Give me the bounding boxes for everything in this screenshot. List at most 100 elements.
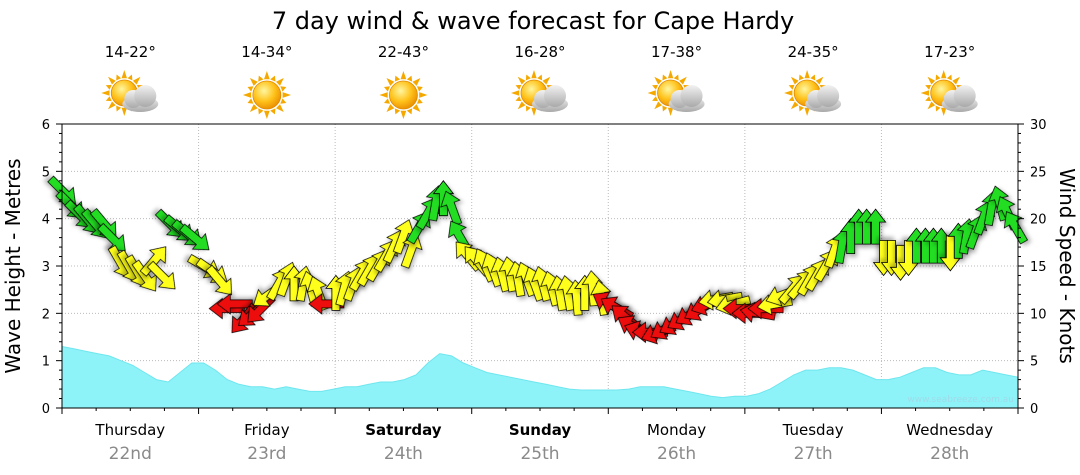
day-date-label: 26th (657, 444, 696, 464)
sun-ray (249, 78, 258, 86)
sun-ray (531, 107, 537, 116)
sun-ray (799, 105, 804, 112)
sun-ray (400, 110, 407, 119)
day-date-label: 25th (520, 444, 559, 464)
wind-arrow (400, 233, 423, 269)
y2-tick-label: 0 (1030, 402, 1038, 417)
sun-ray (654, 76, 662, 85)
sun-ray (264, 71, 270, 80)
sun-ray (784, 90, 793, 96)
sun-ray (132, 76, 141, 85)
wave-height-area (61, 345, 1019, 409)
sun-disc (389, 80, 418, 110)
cloud-part (953, 85, 976, 107)
sun-ray (247, 98, 254, 104)
sun-ray (952, 76, 960, 85)
sun-ray (258, 108, 264, 115)
sun-ray (654, 101, 662, 110)
y2-tick-label: 15 (1030, 260, 1047, 275)
day-date-label: 27th (794, 444, 833, 464)
sun-ray (790, 76, 799, 85)
y-tick-label: 1 (42, 355, 50, 370)
sun-ray (386, 78, 395, 86)
temperature-label: 17-38° (651, 43, 702, 61)
temperature-label: 14-22° (105, 43, 156, 61)
wind-arrow (146, 260, 176, 290)
sun-ray (280, 86, 287, 92)
sun-ray (394, 108, 401, 115)
y-axis-label: Wave Height - Metres (1, 158, 25, 373)
sun-ray (652, 96, 658, 102)
y2-tick-label: 5 (1030, 355, 1038, 370)
wind-arrow (205, 264, 232, 296)
sun-ray (384, 86, 390, 92)
sun-cloud-icon (101, 70, 159, 116)
y-tick-label: 4 (42, 213, 50, 228)
sun-cloud-icon (784, 70, 842, 116)
sun-ray (810, 74, 816, 81)
sun-ray (525, 105, 531, 112)
sun-ray (105, 96, 112, 102)
y2-tick-label: 20 (1030, 213, 1047, 228)
day-name-label: Saturday (365, 421, 442, 439)
sun-ray (406, 75, 413, 82)
sun-ray (927, 101, 936, 110)
y-tick-label: 0 (42, 402, 50, 417)
sun-ray (121, 107, 127, 116)
watermark: www.seabreeze.com.au (907, 395, 1014, 405)
sun-ray (517, 101, 526, 110)
sun-ray (270, 108, 276, 115)
day-name-label: Sunday (509, 421, 572, 439)
sun-ray (242, 92, 252, 98)
sun-ray (788, 84, 795, 90)
temperature-label: 24-35° (788, 43, 839, 61)
sun-ray (116, 105, 122, 112)
day-name-label: Monday (647, 421, 706, 439)
sun-ray (280, 98, 287, 104)
sun-ray (419, 92, 428, 98)
sun-ray (935, 74, 941, 81)
day-date-label: 28th (930, 444, 969, 464)
sun-ray (384, 98, 390, 104)
sun-ray (276, 104, 284, 112)
sun-ray (412, 78, 421, 86)
sun-ray (264, 110, 270, 119)
wind-arrow (864, 208, 887, 245)
sun-ray (525, 74, 531, 81)
cloud (805, 85, 842, 112)
sun-ray (282, 92, 291, 98)
sun-ray (537, 74, 543, 81)
day-date-label: 24th (384, 444, 423, 464)
temperature-label: 16-28° (514, 43, 565, 61)
sun-ray (946, 74, 952, 81)
sun-ray (790, 101, 799, 110)
sun-ray (941, 70, 947, 79)
day-date-label: 23rd (247, 444, 286, 464)
day-date-label: 22nd (109, 444, 152, 464)
cloud (532, 85, 568, 112)
sun-ray (400, 71, 407, 80)
temperature-label: 14-34° (241, 43, 292, 61)
day-axis: Thursday 22nd Friday 23rd Saturday 24th Sunday… (61, 408, 1019, 464)
y2-tick-label: 25 (1030, 165, 1047, 180)
sun-ray (515, 96, 522, 102)
sun-ray (515, 84, 522, 90)
sun-ray (815, 76, 824, 85)
wind-arrow (179, 223, 210, 251)
sun-ray (667, 70, 674, 79)
sun-ray (121, 70, 127, 79)
temperature-label: 22-43° (378, 43, 429, 61)
temperature-label: 17-23° (924, 43, 975, 61)
y2-axis-label: Wind Speed - Knots (1055, 168, 1079, 364)
temperature-labels: 14-22° 14-34° 22-43° 16-28° 17-38° 24-35° 17-2… (105, 43, 976, 61)
cloud-part (134, 85, 157, 107)
sun-ray (673, 74, 679, 81)
sun-ray (662, 105, 668, 112)
sun-ray (406, 108, 413, 115)
sun-ray (804, 70, 810, 79)
wind-arrows (47, 175, 1029, 345)
cloud (941, 85, 978, 112)
day-name-label: Wednesday (906, 421, 993, 439)
chart-title: 7 day wind & wave forecast for Cape Hard… (272, 7, 794, 35)
